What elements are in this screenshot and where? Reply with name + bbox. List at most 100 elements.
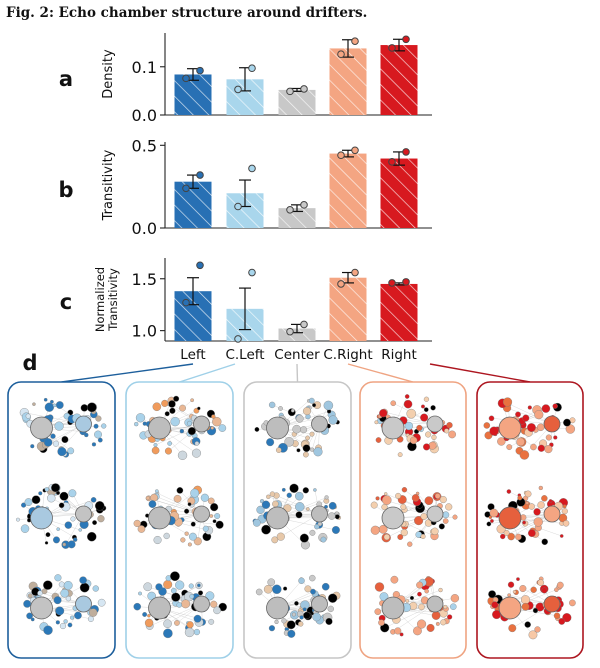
network-node xyxy=(562,520,570,527)
network-node xyxy=(70,615,75,620)
network-node xyxy=(208,618,215,625)
network-node xyxy=(411,494,420,502)
network-node xyxy=(93,423,99,429)
network-node xyxy=(181,599,191,609)
network-node xyxy=(303,451,309,458)
bar-hatch xyxy=(278,208,316,228)
data-point xyxy=(300,85,308,93)
network-node xyxy=(423,396,430,402)
network-node xyxy=(184,627,195,638)
network-node xyxy=(186,621,194,629)
network-node xyxy=(86,402,97,413)
network-node xyxy=(409,436,418,445)
data-point xyxy=(351,268,359,277)
network-node xyxy=(417,591,422,597)
network-node xyxy=(299,533,309,543)
network-node xyxy=(176,602,182,608)
network-node xyxy=(447,614,453,620)
connector-line xyxy=(179,363,236,383)
network-node xyxy=(442,518,449,524)
network-node xyxy=(163,628,173,639)
network-node xyxy=(425,431,432,438)
network-node xyxy=(184,531,189,536)
network-node xyxy=(197,406,201,411)
data-point xyxy=(351,146,359,155)
network-hub-node xyxy=(426,595,444,613)
network-node xyxy=(528,503,535,510)
data-point xyxy=(337,50,345,59)
network-node xyxy=(431,434,437,441)
network-node xyxy=(525,501,530,505)
network-node xyxy=(416,619,427,629)
network-node xyxy=(328,512,336,520)
network-node xyxy=(313,488,317,492)
network-node xyxy=(420,513,428,520)
network-node xyxy=(320,536,327,543)
panel-d-networks xyxy=(7,363,584,659)
network-node xyxy=(541,404,551,413)
data-point xyxy=(196,261,204,270)
network-node xyxy=(155,583,163,591)
network-hub-node xyxy=(426,415,444,433)
network-node xyxy=(537,579,545,586)
network-node xyxy=(252,518,261,527)
network-node xyxy=(530,443,537,451)
network-node xyxy=(313,447,323,457)
network-node xyxy=(497,437,506,446)
network-node xyxy=(325,617,333,625)
network-hub-node xyxy=(30,506,53,530)
panel-c: c 1.0 1.5 Normalized Transitivity Left C.Left… xyxy=(60,258,432,363)
network-node xyxy=(528,630,538,640)
network-node xyxy=(300,426,308,434)
connector-line xyxy=(61,363,194,383)
network-node xyxy=(213,606,221,615)
network-node xyxy=(515,533,522,541)
network-node xyxy=(274,619,279,625)
x-tick-label: C.Left xyxy=(225,347,264,363)
network-edge xyxy=(392,603,436,632)
network-hub-node xyxy=(311,415,328,433)
network-node xyxy=(173,395,180,402)
network-node xyxy=(430,405,436,411)
network-node xyxy=(506,489,512,494)
network-node xyxy=(375,437,382,443)
network-hub-node xyxy=(75,505,92,523)
network-node xyxy=(379,592,389,602)
network-node xyxy=(404,421,414,431)
network-node xyxy=(328,502,337,510)
network-node xyxy=(97,437,103,443)
network-node xyxy=(502,397,513,407)
network-node xyxy=(38,491,43,496)
network-node xyxy=(486,521,492,527)
network-node xyxy=(528,529,536,538)
network-node xyxy=(47,493,56,503)
network-node xyxy=(552,403,558,409)
network-node xyxy=(400,503,407,510)
network-node xyxy=(534,626,541,633)
network-node xyxy=(164,447,172,455)
network-node xyxy=(67,447,75,455)
bar-hatch xyxy=(329,277,367,341)
network-node xyxy=(254,427,260,432)
network-node xyxy=(562,504,567,509)
network-node xyxy=(312,612,321,622)
network-hub-node xyxy=(543,505,561,523)
x-tick-label: Center xyxy=(274,347,320,363)
data-point xyxy=(182,184,190,193)
network-node xyxy=(544,445,553,454)
data-point xyxy=(248,64,256,73)
network-node xyxy=(67,622,73,628)
network-node xyxy=(210,503,219,512)
network-node xyxy=(59,491,69,501)
bar-hatch xyxy=(174,74,212,115)
network-node xyxy=(527,405,532,410)
network-node xyxy=(409,595,414,600)
network-node xyxy=(37,590,43,596)
network-node xyxy=(302,607,307,612)
network-node xyxy=(421,404,425,409)
network-node xyxy=(52,403,57,408)
data-point xyxy=(196,171,204,179)
network-node xyxy=(400,529,408,537)
y-tick-label: 0.5 xyxy=(132,136,157,155)
network-node xyxy=(68,489,77,498)
